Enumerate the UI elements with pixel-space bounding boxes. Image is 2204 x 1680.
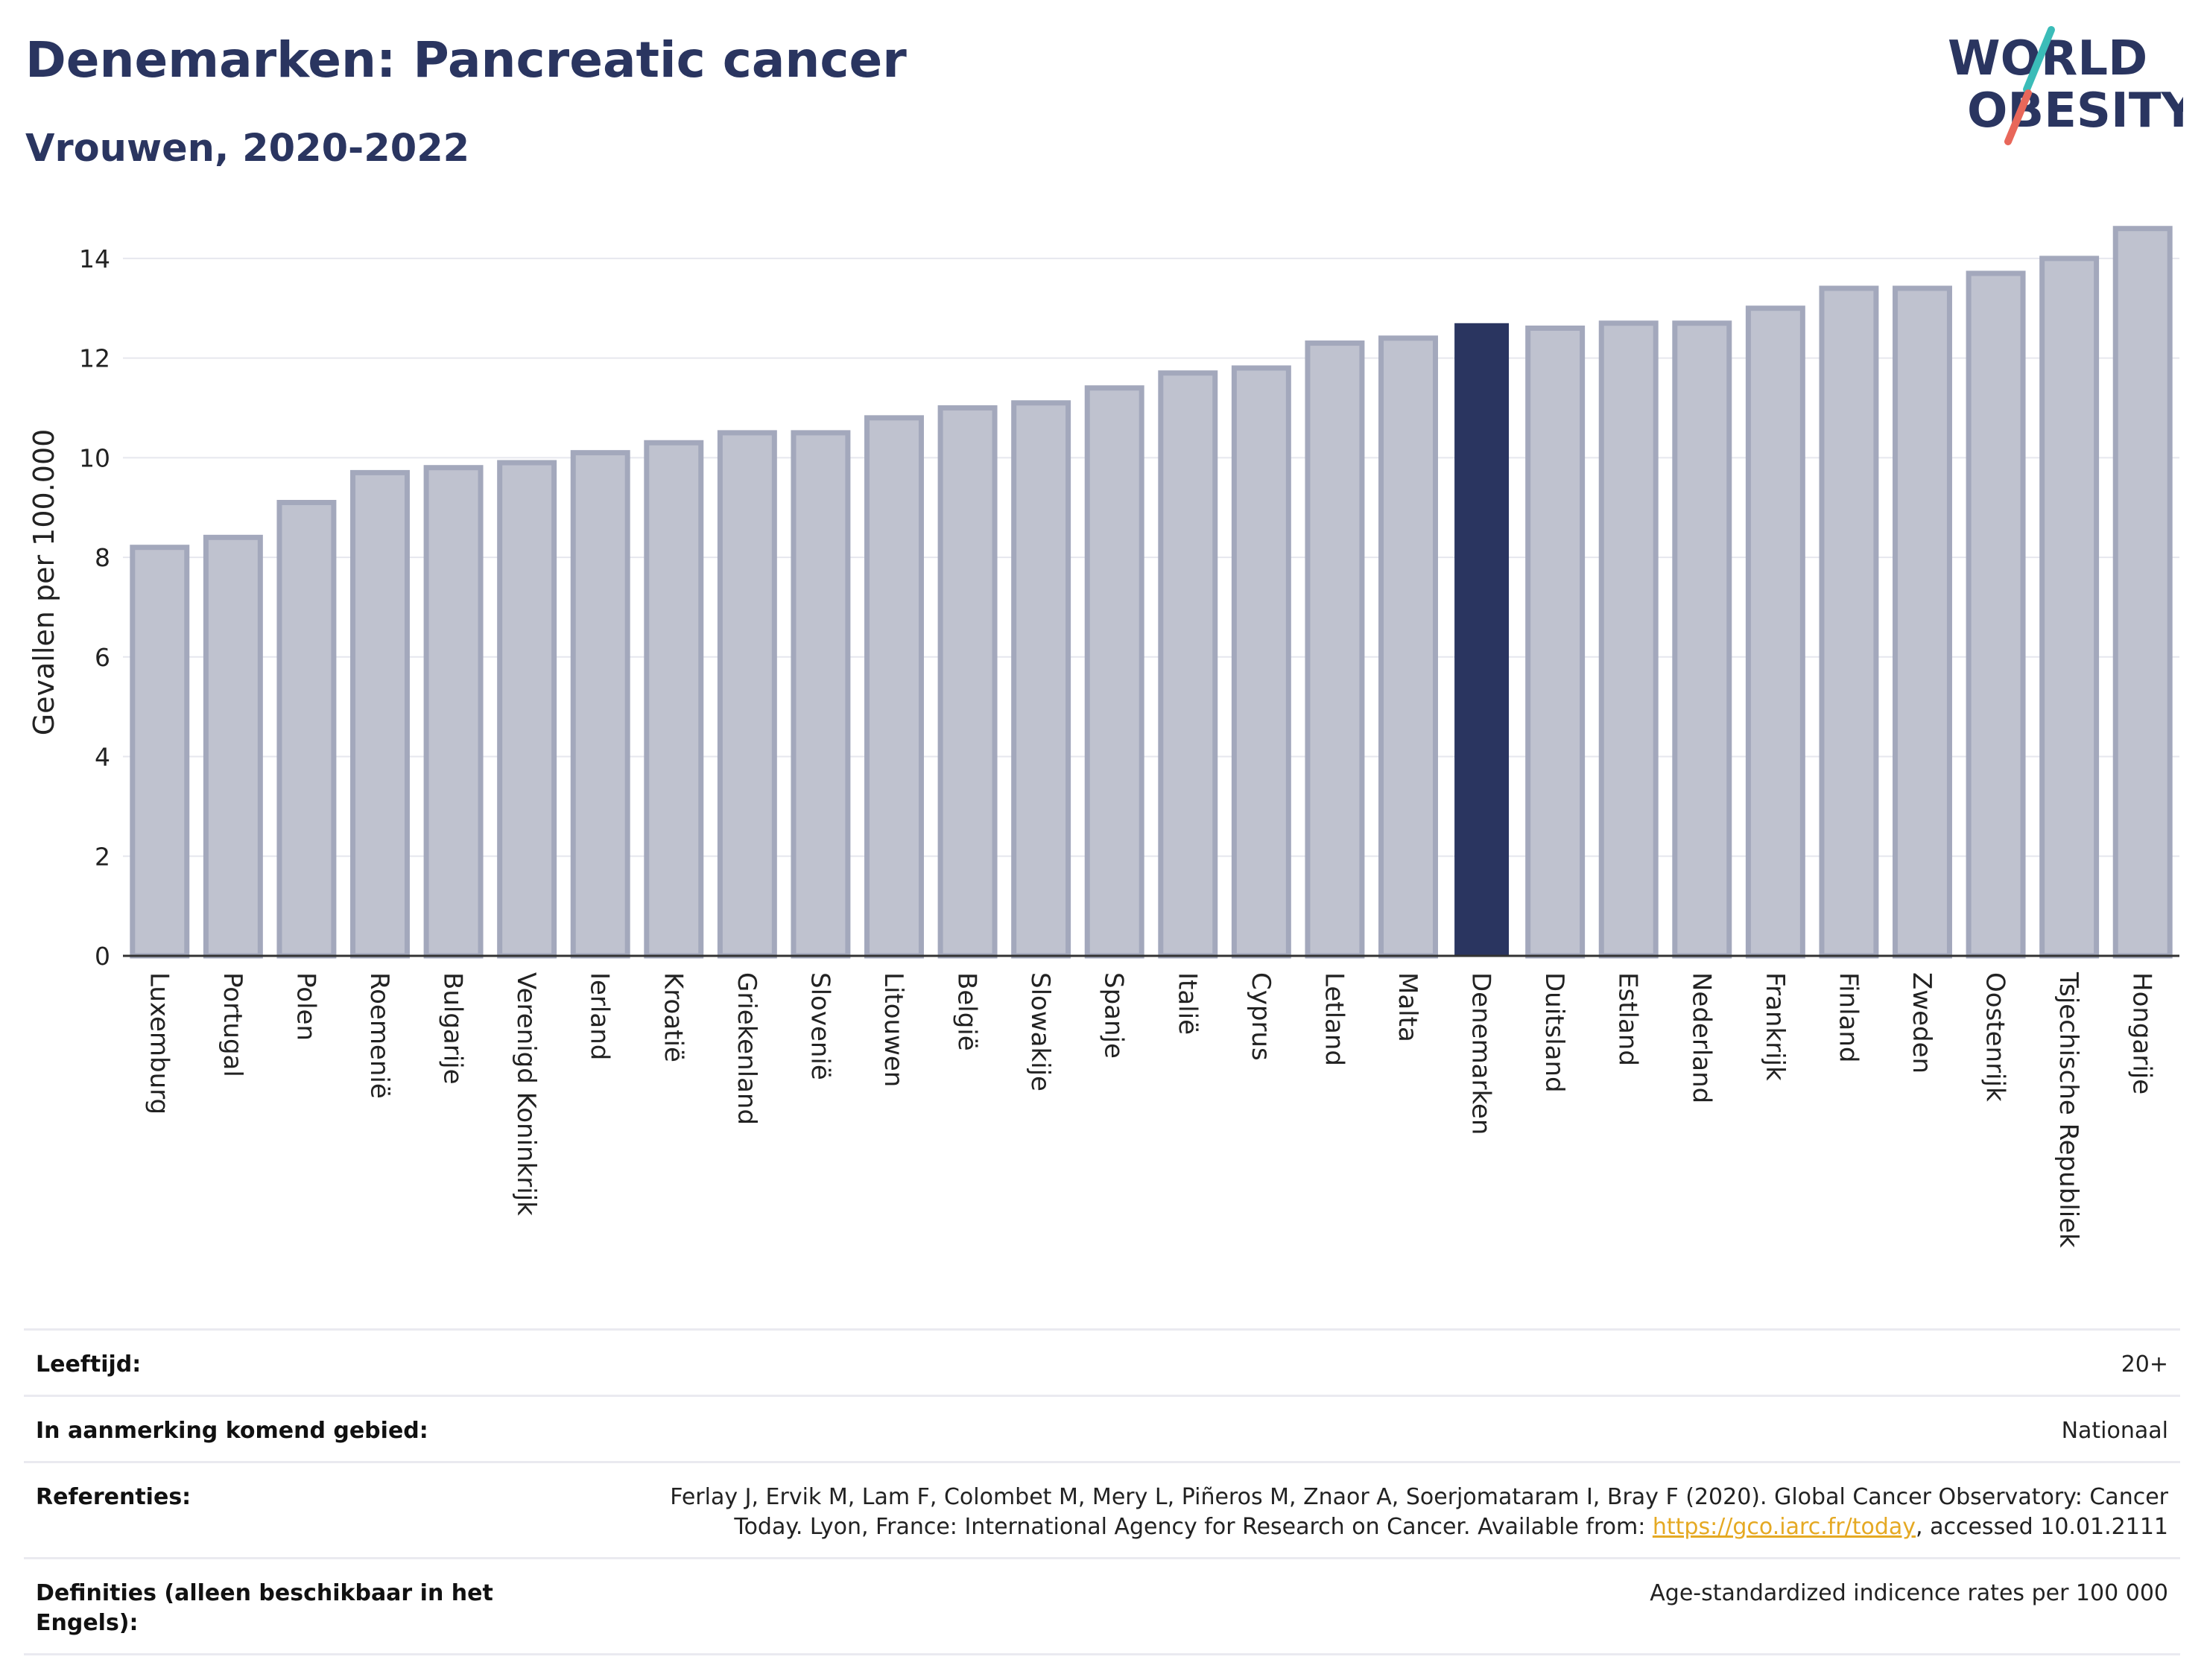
x-tick-label: Nederland — [1686, 972, 1716, 1103]
world-obesity-logo: WORLD OBESITY — [1948, 26, 2183, 145]
y-tick-label: 8 — [95, 543, 110, 572]
x-tick-label: Slovenië — [805, 972, 835, 1080]
x-tick-label: Cyprus — [1246, 972, 1276, 1061]
bar-luxemburg — [130, 545, 190, 959]
references-label: Referenties: — [24, 1461, 513, 1559]
x-tick-label: Denemarken — [1466, 972, 1496, 1135]
bar-slowakije — [1011, 400, 1071, 959]
x-tick-label: Tsjechische Republiek — [2053, 971, 2083, 1248]
bar-chart: 0 2 4 6 8 10 12 14 Gevallen per 100.000 Luxemburg… — [28, 226, 2179, 1248]
y-tick-label: 2 — [95, 842, 110, 871]
info-row-definitions: Definities (alleen beschikbaar in het En… — [24, 1557, 2180, 1655]
x-tick-label: Spanje — [1099, 972, 1129, 1059]
x-tick-label: Letland — [1319, 972, 1349, 1066]
bar-estland — [1598, 320, 1659, 959]
bar-verenigd-koninkrijk — [497, 460, 557, 959]
x-tick-label: Luxemburg — [144, 972, 174, 1115]
x-tick-label: Portugal — [218, 972, 247, 1077]
y-tick-label: 4 — [95, 743, 110, 772]
logo-slash-teal — [2023, 26, 2055, 93]
references-text-2: Today. Lyon, France: International Agenc… — [734, 1514, 1653, 1540]
x-tick-label: Litouwen — [878, 972, 908, 1087]
x-tick-label: Italië — [1172, 972, 1202, 1035]
x-tick-label: Oostenrijk — [1980, 972, 2010, 1102]
x-tick-label: Bulgarije — [438, 972, 468, 1085]
bar-tsjechische-republiek — [2039, 256, 2100, 959]
x-tick-label: België — [952, 972, 982, 1051]
x-tick-label: Roemenië — [364, 972, 394, 1099]
definitions-label: Definities (alleen beschikbaar in het En… — [24, 1557, 513, 1655]
info-row-age: Leeftijd: 20+ — [24, 1328, 2180, 1396]
y-tick-label: 6 — [95, 643, 110, 672]
bar-litouwen — [864, 415, 924, 959]
y-tick-label: 10 — [79, 443, 110, 472]
logo-slash-red — [2004, 89, 2032, 145]
bar-nederland — [1672, 320, 1732, 959]
x-tick-label: Hongarije — [2127, 972, 2157, 1094]
bar-zweden — [1893, 285, 1952, 959]
y-tick-label: 14 — [79, 244, 110, 273]
x-tick-label: Duitsland — [1539, 972, 1569, 1093]
x-tick-label: Frankrijk — [1760, 972, 1790, 1081]
bar-hongarije — [2112, 226, 2173, 959]
bar-bulgarije — [423, 465, 484, 959]
x-tick-label: Kroatië — [658, 972, 688, 1062]
bar-oostenrijk — [1966, 270, 2026, 959]
bar-italië — [1158, 370, 1218, 959]
references-value: Ferlay J, Ervik M, Lam F, Colombet M, Me… — [513, 1461, 2180, 1559]
bar-duitsland — [1525, 325, 1586, 959]
bar-spanje — [1084, 385, 1144, 959]
logo-line-2: OBESITY — [1967, 83, 2183, 139]
bar-malta — [1378, 335, 1438, 959]
bar-portugal — [203, 534, 263, 959]
age-value: 20+ — [513, 1328, 2180, 1396]
bar-griekenland — [717, 430, 777, 959]
bar-belgië — [937, 405, 998, 959]
bar-polen — [276, 500, 337, 959]
bar-finland — [1819, 285, 1879, 959]
references-text-1: Ferlay J, Ervik M, Lam F, Colombet M, Me… — [670, 1484, 2168, 1510]
references-text-3: , accessed 10.01.2111 — [1916, 1514, 2168, 1540]
bar-letland — [1305, 340, 1365, 959]
bar-slovenië — [791, 430, 851, 959]
chart-subtitle: Vrouwen, 2020-2022 — [25, 127, 470, 171]
x-tick-label: Griekenland — [732, 972, 761, 1125]
area-label: In aanmerking komend gebied: — [24, 1395, 513, 1462]
definitions-value: Age-standardized indicence rates per 100… — [513, 1557, 2180, 1655]
x-tick-label: Malta — [1393, 972, 1422, 1042]
x-tick-label: Ierland — [585, 972, 615, 1060]
chart-title: Denemarken: Pancreatic cancer — [25, 31, 907, 89]
x-tick-label: Verenigd Koninkrijk — [511, 972, 541, 1216]
y-tick-label: 0 — [95, 942, 110, 971]
y-tick-label: 12 — [79, 344, 110, 373]
age-label: Leeftijd: — [24, 1328, 513, 1396]
x-tick-label: Slowakije — [1025, 972, 1055, 1091]
y-axis-label: Gevallen per 100.000 — [28, 429, 60, 736]
bar-cyprus — [1231, 365, 1291, 959]
x-tick-label: Estland — [1613, 972, 1643, 1066]
x-tick-label: Finland — [1833, 972, 1863, 1063]
area-value: Nationaal — [513, 1395, 2180, 1462]
references-link[interactable]: https://gco.iarc.fr/today — [1652, 1514, 1916, 1540]
bar-kroatië — [644, 440, 704, 959]
x-tick-label: Zweden — [1907, 972, 1937, 1074]
info-row-references: Referenties: Ferlay J, Ervik M, Lam F, C… — [24, 1461, 2180, 1559]
bar-denemarken — [1454, 323, 1510, 956]
x-tick-label: Polen — [291, 972, 320, 1041]
info-table: Leeftijd: 20+ In aanmerking komend gebie… — [24, 1328, 2180, 1655]
bar-frankrijk — [1745, 305, 1805, 959]
info-row-area: In aanmerking komend gebied: Nationaal — [24, 1395, 2180, 1462]
bar-roemenië — [350, 469, 410, 959]
bar-ierland — [570, 450, 630, 959]
